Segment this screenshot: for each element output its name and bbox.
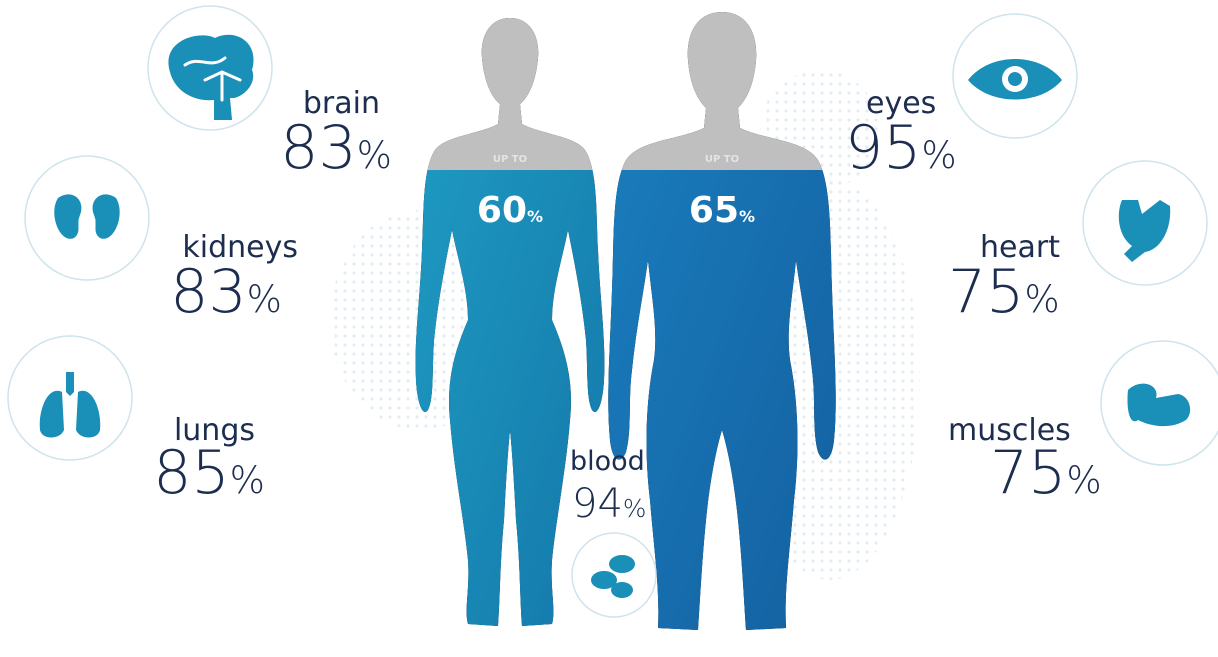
body-value: 60 [477,190,527,231]
organ-percent: 83% [280,113,392,183]
organ-name: kidneys [182,230,298,265]
body-label: UP TO [705,154,739,165]
organ-value: 95 [845,113,921,183]
organ-unit: % [1024,277,1059,321]
organ-name: brain [303,86,380,121]
organ-value: 83 [170,257,246,327]
organ-name: muscles [948,413,1071,448]
body-unit: % [739,207,755,226]
organ-unit: % [230,458,265,502]
organ-name: heart [980,230,1060,265]
organ-unit: % [247,277,282,321]
organ-unit: % [357,133,392,177]
organ-value: 85 [153,438,229,508]
body-percent: 60% [477,190,543,231]
organ-value: 75 [948,257,1024,327]
body-label: UP TO [493,154,527,165]
organ-name: eyes [866,86,936,121]
organ-percent: 83% [170,257,282,327]
organ-percent: 75% [948,257,1060,327]
organ-percent: 75% [990,438,1102,508]
organ-name: blood [570,446,645,477]
body-unit: % [527,207,543,226]
body-percent: 65% [689,190,755,231]
organ-percent: 95% [845,113,957,183]
organ-value: 75 [990,438,1066,508]
organ-name: lungs [174,413,255,448]
organ-unit: % [1066,458,1101,502]
organ-percent: 85% [153,438,265,508]
organ-value: 94 [572,481,623,527]
organ-unit: % [921,133,956,177]
organ-unit: % [623,494,647,523]
organ-percent: 94% [572,481,646,527]
organ-value: 83 [280,113,356,183]
organ-icons [7,5,1218,618]
body-value: 65 [689,190,739,231]
